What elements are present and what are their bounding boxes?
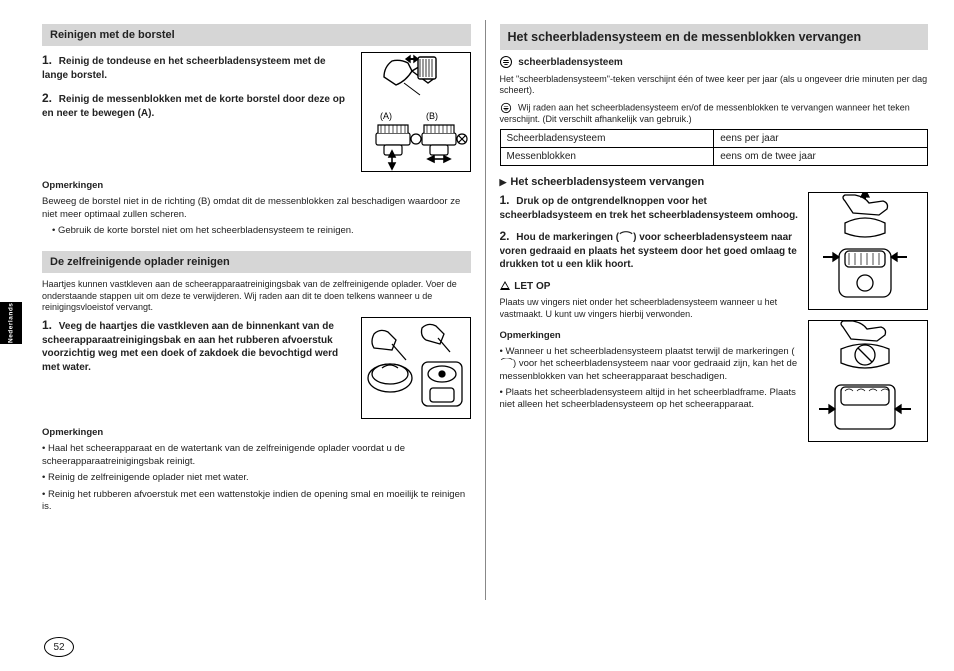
figure-brush-cleaning: (A) (B)	[361, 52, 471, 172]
mark-glyph: ⌒	[620, 231, 633, 245]
section-head-selfclean: De zelfreinigende oplader reinigen	[42, 251, 471, 273]
right-column: Het scheerbladensysteem en de messenblok…	[485, 20, 929, 600]
notes-heading: Opmerkingen	[42, 180, 471, 192]
note-bullet: Reinig het rubberen afvoerstuk met een w…	[42, 489, 471, 514]
section-head-brush-clean: Reinigen met de borstel	[42, 24, 471, 46]
step-text: Veeg de haartjes die vastkleven aan de b…	[42, 321, 338, 373]
figure-stack	[808, 192, 928, 452]
note-text: Beweeg de borstel niet in de richting (B…	[42, 196, 471, 221]
section-intro: Haartjes kunnen vastkleven aan de scheer…	[42, 279, 471, 313]
step-text: Reinig de messenblokken met de korte bor…	[42, 94, 345, 119]
step-number: 2.	[42, 90, 52, 106]
intro-label: scheerbladensysteem	[518, 57, 623, 68]
foil-icon	[500, 103, 510, 113]
svg-text:(B): (B)	[426, 111, 438, 121]
step-text: Druk op de ontgrendelknoppen voor het sc…	[500, 196, 798, 221]
intro-line: scheerbladensysteem	[500, 56, 929, 70]
table-cell: eens om de twee jaar	[714, 148, 928, 166]
step-number: 2.	[500, 228, 510, 244]
step-number: 1.	[500, 192, 510, 208]
step-row-1: 1. Reinig de tondeuse en het scheerblade…	[42, 52, 471, 172]
figure-charger-clean	[361, 317, 471, 419]
intro-text: Het "scheerbladensysteem"-teken verschij…	[500, 74, 929, 97]
table-cell: Scheerbladensysteem	[500, 130, 714, 148]
subintro-text: Wij raden aan het scheerbladensysteem en…	[500, 102, 910, 124]
step-number: 1.	[42, 317, 52, 333]
mark-glyph: ⌒	[500, 358, 512, 370]
step-text: Hou de markeringen (⌒) voor scheerbladen…	[500, 232, 797, 270]
table-cell: Messenblokken	[500, 148, 714, 166]
section-head-replace: Het scheerbladensysteem en de messenblok…	[500, 24, 929, 50]
page-number: 52	[44, 637, 74, 657]
page-columns: Reinigen met de borstel 1. Reinig de ton…	[42, 20, 928, 600]
subhead-replace-foil: Het scheerbladensysteem vervangen	[500, 176, 929, 188]
subintro-line: Wij raden aan het scheerbladensysteem en…	[500, 102, 929, 125]
svg-text:(A): (A)	[380, 111, 392, 121]
replacement-table: Scheerbladensysteem eens per jaar Messen…	[500, 129, 929, 166]
note-bullet: Reinig de zelfreinigende oplader niet me…	[42, 472, 471, 484]
figure-remove-foil	[808, 192, 928, 310]
figure-attach-foil	[808, 320, 928, 442]
warning-icon	[500, 281, 510, 290]
foil-icon	[500, 56, 512, 68]
step-number: 1.	[42, 52, 52, 68]
left-column: Reinigen met de borstel 1. Reinig de ton…	[42, 20, 485, 600]
step-row-2: 1. Veeg de haartjes die vastkleven aan d…	[42, 317, 471, 419]
notes-heading: Opmerkingen	[42, 427, 471, 439]
note-bullet: Gebruik de korte borstel niet om het sch…	[42, 225, 471, 237]
replace-steps: 1. Druk op de ontgrendelknoppen voor het…	[500, 192, 929, 452]
caution-label: LET OP	[514, 281, 550, 292]
language-tab: Nederlands	[0, 302, 22, 344]
step-text: Reinig de tondeuse en het scheerbladensy…	[42, 56, 326, 81]
table-cell: eens per jaar	[714, 130, 928, 148]
note-bullet: Haal het scheerapparaat en de watertank …	[42, 443, 471, 468]
